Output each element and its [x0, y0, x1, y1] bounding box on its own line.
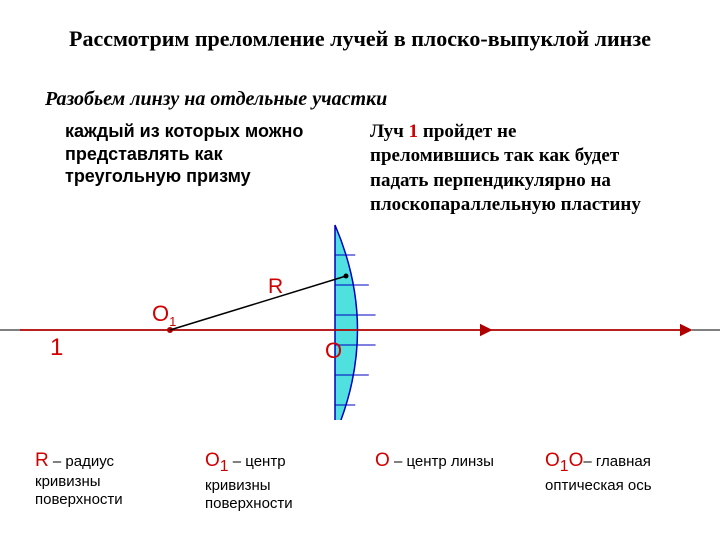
legend-axis: О1О– главная оптическая ось — [545, 450, 685, 513]
legend-o1: О1 – центр кривизны поверхности — [205, 450, 345, 513]
legend: R – радиус кривизны поверхности О1 – цен… — [35, 450, 685, 513]
lens-diagram: 1 О1 R О — [0, 190, 720, 420]
lens-shape — [335, 225, 358, 420]
ray-one-inline: 1 — [409, 121, 419, 142]
radius-line — [170, 276, 346, 330]
subtitle: Разобьем линзу на отдельные участки — [45, 88, 387, 111]
left-caption: каждый из которых можно представлять как… — [65, 120, 315, 188]
label-o: О — [325, 338, 342, 363]
label-o1: О1 — [152, 301, 176, 329]
label-r: R — [268, 275, 283, 298]
label-one: 1 — [50, 334, 63, 361]
page-title: Рассмотрим преломление лучей в плоско-вы… — [60, 25, 660, 54]
legend-o: О – центр линзы — [375, 450, 515, 513]
radius-tip — [344, 274, 349, 279]
legend-radius: R – радиус кривизны поверхности — [35, 450, 175, 513]
